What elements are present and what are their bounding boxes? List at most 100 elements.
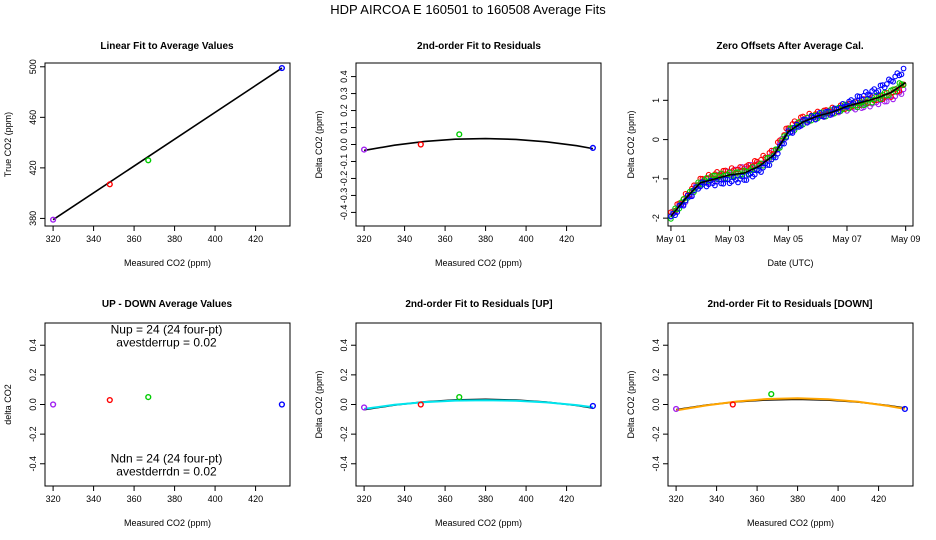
data-point-green <box>768 391 775 398</box>
panel-p5: 2nd-order Fit to Residuals [UP] 320 340 360… <box>314 299 602 528</box>
x-tick-label: 360 <box>438 234 453 244</box>
x-tick-label: May 03 <box>715 234 745 244</box>
data-point-red <box>729 401 736 408</box>
panel-p3: Zero Offsets After Average Cal. May 01 May… <box>626 41 920 268</box>
y-axis-label: True CO2 (ppm) <box>3 112 13 177</box>
x-axis-label: Measured CO2 (ppm) <box>124 518 211 528</box>
series-point-blue <box>760 164 766 171</box>
data-point-green <box>456 131 463 138</box>
series-point-green <box>894 85 901 92</box>
data-point-purple <box>49 401 57 408</box>
y-tick-label: 0.0 <box>339 138 349 151</box>
data-point-blue <box>278 64 286 72</box>
series-point-blue <box>743 177 750 183</box>
data-point-purple <box>360 404 368 411</box>
y-tick-label: 0.3 <box>339 87 349 100</box>
data-point-green <box>456 393 463 401</box>
y-tick-label: -0.4 <box>339 456 349 472</box>
annotation: avestderrup = 0.02 <box>116 336 217 350</box>
x-tick-label: 400 <box>519 234 534 244</box>
fit-line-black <box>363 137 594 152</box>
y-tick-label: -0.2 <box>339 426 349 442</box>
series-point-purple <box>883 98 890 105</box>
y-tick-label: -1 <box>651 175 661 183</box>
x-tick-label: 400 <box>519 494 534 504</box>
annotation: avestderrdn = 0.02 <box>116 465 217 479</box>
x-tick-label: 360 <box>127 234 142 244</box>
y-tick-label: 0.2 <box>339 369 349 382</box>
x-tick-label: 420 <box>248 494 263 504</box>
y-tick-label: 1 <box>651 98 661 103</box>
data-point-red <box>417 401 424 408</box>
x-tick-label: 320 <box>46 234 61 244</box>
x-tick-label: 360 <box>750 494 765 504</box>
y-axis-label: Delta CO2 (ppm) <box>626 110 636 178</box>
y-axis-label: Delta CO2 (ppm) <box>314 110 324 178</box>
x-tick-label: 360 <box>438 494 453 504</box>
plot-frame <box>44 62 291 227</box>
data-point-purple <box>49 216 57 223</box>
y-tick-label: 0.4 <box>339 70 349 83</box>
x-tick-label: 420 <box>559 494 574 504</box>
y-tick-label: -0.1 <box>339 154 349 170</box>
x-tick-label: 320 <box>46 494 61 504</box>
x-tick-label: May 01 <box>656 234 686 244</box>
annotation: Ndn = 24 (24 four-pt) <box>111 451 223 465</box>
x-tick-label: 340 <box>86 494 101 504</box>
y-tick-label: 0.0 <box>651 398 661 411</box>
data-point-red <box>106 396 113 404</box>
series-point-green <box>668 216 674 222</box>
x-tick-label: 320 <box>669 494 684 504</box>
x-tick-label: 400 <box>208 234 223 244</box>
y-axis-label: delta CO2 <box>3 384 13 425</box>
x-tick-label: 340 <box>397 234 412 244</box>
series-point-blue <box>741 177 748 183</box>
annotation: Nup = 24 (24 four-pt) <box>111 322 223 336</box>
x-axis-label: Measured CO2 (ppm) <box>435 258 522 268</box>
x-axis-label: Measured CO2 (ppm) <box>747 518 834 528</box>
y-tick-label: 0.0 <box>339 398 349 411</box>
data-point-blue <box>589 402 597 410</box>
x-tick-label: 400 <box>208 494 223 504</box>
x-tick-label: 420 <box>871 494 886 504</box>
data-point-purple <box>672 405 680 413</box>
y-tick-label: 0.2 <box>651 369 661 382</box>
x-tick-label: 340 <box>709 494 724 504</box>
fit-line-black <box>670 81 907 217</box>
series-point-blue <box>875 88 882 94</box>
x-tick-label: 380 <box>167 494 182 504</box>
series-point-blue <box>720 180 727 187</box>
data-point-blue <box>278 401 286 408</box>
data-point-purple <box>360 146 368 153</box>
x-tick-label: 320 <box>357 494 372 504</box>
data-point-blue <box>589 144 597 151</box>
data-point-red <box>417 141 424 148</box>
y-tick-label: 0.1 <box>339 121 349 134</box>
series-point-blue <box>697 183 704 190</box>
series-point-blue <box>867 92 873 99</box>
y-tick-label: -0.4 <box>651 456 661 472</box>
y-tick-label: 500 <box>28 59 38 74</box>
panel-title: 2nd-order Fit to Residuals <box>417 41 541 52</box>
series-point-blue <box>766 162 773 168</box>
y-tick-label: -0.2 <box>651 426 661 442</box>
panel-title: Linear Fit to Average Values <box>100 41 234 52</box>
series-point-blue <box>758 169 764 175</box>
series-point-blue <box>764 162 771 168</box>
x-axis-label: Measured CO2 (ppm) <box>124 258 211 268</box>
y-tick-label: -2 <box>651 214 661 222</box>
series-point-blue <box>883 81 890 87</box>
x-tick-label: 380 <box>167 234 182 244</box>
data-point-green <box>145 157 152 164</box>
x-tick-label: 420 <box>559 234 574 244</box>
y-tick-label: -0.4 <box>28 456 38 472</box>
fit-line-black <box>52 67 283 221</box>
fit-line-orange <box>675 397 906 412</box>
x-tick-label: 360 <box>127 494 142 504</box>
y-tick-label: 0.4 <box>28 339 38 352</box>
y-tick-label: -0.4 <box>339 205 349 221</box>
y-tick-label: -0.3 <box>339 188 349 204</box>
x-tick-label: May 05 <box>774 234 804 244</box>
panel-p6: 2nd-order Fit to Residuals [DOWN] 320 340 3… <box>626 299 914 528</box>
y-axis-label: Delta CO2 (ppm) <box>626 370 636 438</box>
